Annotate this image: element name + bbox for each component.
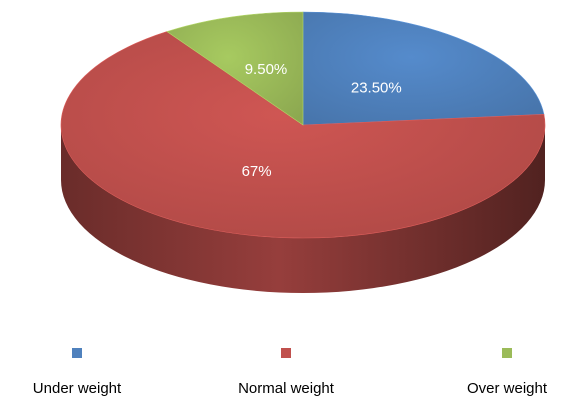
legend-swatch-over-weight bbox=[502, 348, 512, 358]
data-label-under-weight: 23.50% bbox=[351, 79, 402, 96]
pie-slice-normal-weight bbox=[60, 31, 546, 239]
pie-chart: 23.50% 67% 9.50% bbox=[60, 11, 546, 293]
pie-slice-over-weight bbox=[166, 11, 304, 126]
legend-item-under-weight: Under weight bbox=[0, 340, 167, 397]
legend-label-under-weight: Under weight bbox=[32, 380, 122, 397]
legend-swatch-under-weight bbox=[72, 348, 82, 358]
legend-label-over-weight: Over weight bbox=[466, 380, 548, 397]
legend-item-normal-weight: Normal weight bbox=[196, 340, 376, 397]
pie-top-faces bbox=[60, 11, 546, 239]
data-label-normal-weight: 67% bbox=[242, 163, 272, 180]
legend-label-normal-weight: Normal weight bbox=[238, 380, 334, 397]
legend-swatch-normal-weight bbox=[281, 348, 291, 358]
data-label-over-weight: 9.50% bbox=[245, 61, 288, 78]
chart-legend: Under weight Normal weight Over weight bbox=[0, 340, 564, 405]
pie-slice-under-weight bbox=[302, 11, 545, 126]
pie-side-walls bbox=[61, 125, 545, 293]
pie-wall-normal-weight bbox=[61, 125, 545, 293]
pie-data-labels: 23.50% 67% 9.50% bbox=[242, 61, 402, 180]
legend-item-over-weight: Over weight bbox=[417, 340, 564, 397]
